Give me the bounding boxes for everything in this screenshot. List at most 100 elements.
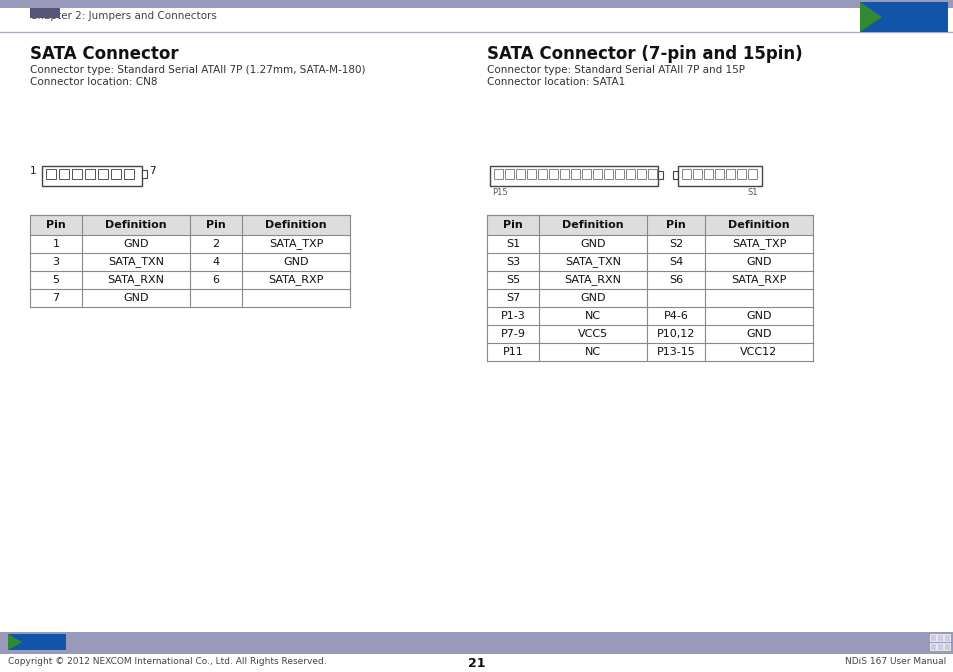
Polygon shape [8, 634, 22, 650]
Text: 7: 7 [149, 166, 155, 176]
Text: SATA_RXN: SATA_RXN [108, 275, 164, 286]
Text: 7: 7 [52, 293, 59, 303]
Bar [672, 171, 678, 179]
Bar [943, 634, 949, 641]
Bar [703, 169, 712, 179]
Bar [603, 169, 613, 179]
Bar [714, 169, 723, 179]
Bar [943, 643, 949, 650]
Text: S1: S1 [505, 239, 519, 249]
Text: 3: 3 [52, 257, 59, 267]
Text: GND: GND [123, 293, 149, 303]
Text: Pin: Pin [665, 220, 685, 230]
Text: SATA_RXN: SATA_RXN [564, 275, 620, 286]
Text: Connector type: Standard Serial ATAII 7P (1.27mm, SATA-M-180): Connector type: Standard Serial ATAII 7P… [30, 65, 365, 75]
Bar [678, 166, 761, 186]
Bar [526, 169, 536, 179]
Text: GND: GND [745, 257, 771, 267]
Text: NE: NE [22, 635, 37, 645]
Text: P13-15: P13-15 [656, 347, 695, 357]
Text: ×: × [34, 635, 41, 644]
Text: Connector location: SATA1: Connector location: SATA1 [486, 77, 624, 87]
Bar [486, 253, 812, 271]
Bar [929, 643, 935, 650]
Bar [30, 215, 350, 235]
Bar [692, 169, 701, 179]
Bar [30, 8, 60, 18]
Bar [504, 169, 514, 179]
Text: P11: P11 [502, 347, 523, 357]
Bar [625, 169, 635, 179]
Bar [737, 169, 745, 179]
Text: SATA_TXP: SATA_TXP [269, 239, 323, 249]
Text: 5: 5 [52, 275, 59, 285]
Bar [111, 169, 121, 179]
Text: Definition: Definition [265, 220, 327, 230]
Text: GND: GND [745, 329, 771, 339]
Text: P4-6: P4-6 [663, 311, 688, 321]
Bar [30, 235, 350, 253]
Text: S1: S1 [747, 188, 758, 197]
Bar [537, 169, 546, 179]
Bar [494, 169, 502, 179]
Text: Definition: Definition [105, 220, 167, 230]
Text: Pin: Pin [502, 220, 522, 230]
Text: Copyright © 2012 NEXCOM International Co., Ltd. All Rights Reserved.: Copyright © 2012 NEXCOM International Co… [8, 657, 326, 666]
Text: GND: GND [123, 239, 149, 249]
Bar [42, 166, 142, 186]
Bar [516, 169, 524, 179]
Bar [929, 634, 935, 641]
Text: SATA Connector (7-pin and 15pin): SATA Connector (7-pin and 15pin) [486, 45, 801, 63]
Text: SATA_TXP: SATA_TXP [731, 239, 785, 249]
Bar [30, 253, 350, 271]
Bar [0, 632, 953, 654]
Text: GND: GND [283, 257, 309, 267]
Bar [936, 634, 942, 641]
Text: 21: 21 [468, 657, 485, 670]
Bar [486, 325, 812, 343]
Bar [548, 169, 558, 179]
Text: Connector type: Standard Serial ATAII 7P and 15P: Connector type: Standard Serial ATAII 7P… [486, 65, 744, 75]
Bar [747, 169, 757, 179]
Text: 1: 1 [52, 239, 59, 249]
Bar [581, 169, 590, 179]
Text: S6: S6 [668, 275, 682, 285]
Text: COM: COM [41, 635, 66, 645]
Bar [124, 169, 133, 179]
Bar [71, 169, 82, 179]
Bar [637, 169, 645, 179]
Text: NE: NE [882, 6, 904, 21]
Bar [486, 235, 812, 253]
Bar [486, 307, 812, 325]
Text: SATA Connector: SATA Connector [30, 45, 178, 63]
Text: Pin: Pin [206, 220, 226, 230]
Bar [559, 169, 568, 179]
Text: VCC12: VCC12 [740, 347, 777, 357]
Bar [859, 2, 947, 32]
Text: S2: S2 [668, 239, 682, 249]
Text: P10,12: P10,12 [656, 329, 695, 339]
Bar [0, 0, 953, 8]
Text: S4: S4 [668, 257, 682, 267]
Text: 6: 6 [213, 275, 219, 285]
Bar [30, 271, 350, 289]
Text: NC: NC [584, 311, 600, 321]
Text: 2: 2 [213, 239, 219, 249]
Bar [30, 289, 350, 307]
Text: SATA_RXP: SATA_RXP [731, 275, 786, 286]
Bar [486, 271, 812, 289]
Bar [142, 170, 147, 178]
Text: GND: GND [579, 239, 605, 249]
Bar [593, 169, 601, 179]
Text: SATA_TXN: SATA_TXN [108, 257, 164, 267]
Text: P15: P15 [492, 188, 507, 197]
Bar [490, 166, 658, 186]
Bar [486, 289, 812, 307]
Text: Connector location: CN8: Connector location: CN8 [30, 77, 157, 87]
Text: SATA_TXN: SATA_TXN [564, 257, 620, 267]
Text: S7: S7 [505, 293, 519, 303]
Text: COM: COM [908, 6, 947, 21]
Polygon shape [859, 2, 882, 32]
Text: Definition: Definition [561, 220, 623, 230]
Text: 4: 4 [213, 257, 219, 267]
